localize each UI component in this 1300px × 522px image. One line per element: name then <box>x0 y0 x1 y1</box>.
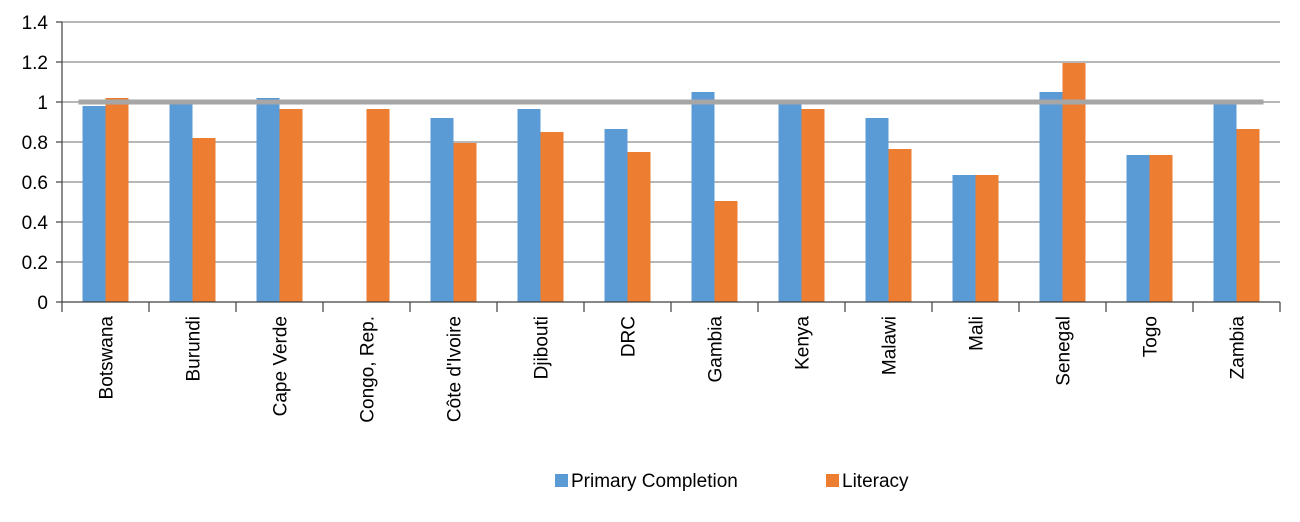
y-tick-label: 1 <box>37 93 48 114</box>
bar-literacy <box>453 143 477 302</box>
x-category-label: Djibouti <box>532 316 553 379</box>
gridlines <box>62 21 1280 263</box>
legend-label: Primary Completion <box>571 471 738 492</box>
x-category-label: DRC <box>619 316 640 357</box>
bar-primary-completion <box>952 175 976 302</box>
bar-primary-completion <box>1126 155 1150 302</box>
bar-primary-completion <box>517 109 541 302</box>
y-tick-label: 0.4 <box>22 213 49 234</box>
x-category-label: Togo <box>1141 316 1162 357</box>
x-category-label: Congo, Rep. <box>358 316 379 423</box>
legend: Primary Completion Literacy <box>555 471 909 492</box>
x-axis: Botswana Burundi Cape Verde Congo, Rep. Côte… <box>61 301 1281 423</box>
bar-literacy <box>1236 129 1260 302</box>
bar-primary-completion <box>865 118 889 302</box>
bar-literacy <box>975 175 999 302</box>
x-category-label: Zambia <box>1228 316 1249 380</box>
bar-literacy <box>801 109 825 302</box>
x-category-label: Malawi <box>880 316 901 375</box>
bar-primary-completion <box>256 98 280 302</box>
x-category-label: Kenya <box>793 316 814 370</box>
bar-literacy <box>366 109 390 302</box>
y-axis: 0 0.2 0.4 0.6 0.8 1 1.2 1.4 <box>22 13 63 314</box>
x-category-label: Senegal <box>1054 316 1075 386</box>
y-tick-label: 0 <box>37 293 48 314</box>
bar-primary-completion <box>604 129 628 302</box>
y-tick-label: 1.4 <box>22 13 49 34</box>
x-category-label: Cape Verde <box>271 316 292 416</box>
x-category-label: Gambia <box>706 316 727 383</box>
y-tick-label: 0.6 <box>22 173 48 194</box>
bar-primary-completion <box>778 104 802 302</box>
bars <box>82 63 1260 302</box>
bar-primary-completion <box>691 92 715 302</box>
bar-literacy <box>192 138 216 302</box>
bar-literacy <box>627 152 651 302</box>
y-tick-label: 1.2 <box>22 53 48 74</box>
bar-primary-completion <box>82 106 106 302</box>
bar-literacy <box>1062 63 1086 302</box>
bar-primary-completion <box>430 118 454 302</box>
bar-literacy <box>888 149 912 302</box>
x-category-label: Botswana <box>97 316 118 400</box>
bar-literacy <box>1149 155 1173 302</box>
x-category-label: Côte d'Ivoire <box>445 316 466 422</box>
x-category-label: Burundi <box>184 316 205 382</box>
bar-literacy <box>105 98 129 302</box>
bar-literacy <box>540 132 564 302</box>
bar-primary-completion <box>1213 104 1237 302</box>
bar-literacy <box>714 201 738 302</box>
bar-primary-completion <box>1039 92 1063 302</box>
bar-primary-completion <box>169 104 193 302</box>
legend-swatch <box>555 474 568 487</box>
legend-swatch <box>826 474 839 487</box>
y-tick-label: 0.2 <box>22 253 48 274</box>
y-tick-label: 0.8 <box>22 133 48 154</box>
x-category-label: Mali <box>967 316 988 351</box>
legend-label: Literacy <box>842 471 909 492</box>
bar-literacy <box>279 109 303 302</box>
